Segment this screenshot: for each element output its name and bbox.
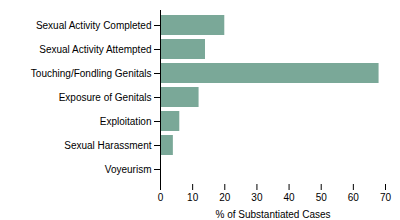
svg-text:Voyeurism: Voyeurism — [105, 164, 152, 175]
svg-text:Sexual Activity Completed: Sexual Activity Completed — [36, 20, 152, 31]
svg-text:10: 10 — [187, 192, 199, 203]
svg-text:20: 20 — [219, 192, 231, 203]
svg-text:30: 30 — [251, 192, 263, 203]
svg-text:50: 50 — [316, 192, 328, 203]
svg-text:70: 70 — [380, 192, 392, 203]
svg-text:Exploitation: Exploitation — [100, 116, 152, 127]
svg-text:Sexual Harassment: Sexual Harassment — [64, 140, 151, 151]
svg-text:60: 60 — [348, 192, 360, 203]
svg-text:40: 40 — [284, 192, 296, 203]
svg-text:Touching/Fondling Genitals: Touching/Fondling Genitals — [31, 68, 152, 79]
svg-text:Sexual Activity Attempted: Sexual Activity Attempted — [39, 44, 151, 55]
svg-text:0: 0 — [158, 192, 164, 203]
svg-text:Exposure of Genitals: Exposure of Genitals — [59, 92, 152, 103]
svg-text:% of Substantiated Cases: % of Substantiated Cases — [215, 209, 330, 220]
